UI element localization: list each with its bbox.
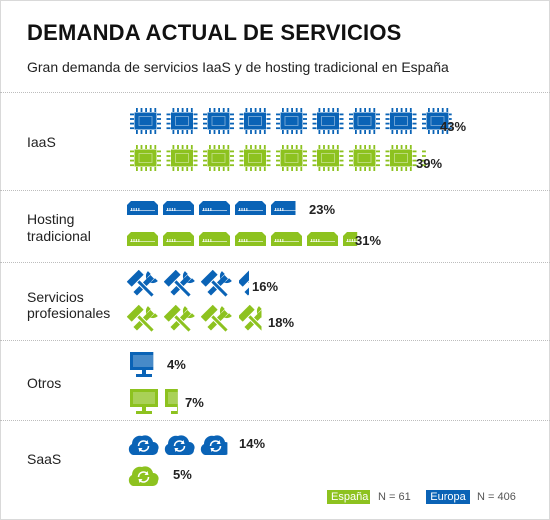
tools-icon: [125, 303, 158, 334]
icon-bar-servicios-profesionales-europa: [125, 268, 249, 299]
monitor-icon: [165, 389, 178, 414]
monitor-icon: [130, 389, 158, 414]
cpu-chip-icon: [203, 108, 234, 134]
legend-swatch-espana: España: [327, 490, 370, 504]
cloud-sync-icon: [200, 435, 228, 455]
category-label-iaas: IaaS: [27, 134, 56, 150]
category-label-saas: SaaS: [27, 451, 62, 467]
cpu-chip-icon: [385, 108, 417, 134]
legend-n-europa: N = 406: [477, 491, 516, 503]
cpu-chip-icon: [166, 108, 198, 134]
data-label-servicios-espana: 18%: [268, 315, 295, 330]
icon-bar-hosting-tradicional-europa: [127, 201, 296, 215]
category-label-servicios-line2: profesionales: [27, 305, 111, 321]
chart-subtitle: Gran demanda de servicios IaaS y de host…: [27, 59, 449, 75]
category-label-hosting-line2: tradicional: [27, 228, 91, 244]
server-icon: [163, 201, 194, 215]
data-label-otros-espana: 7%: [185, 395, 204, 410]
server-icon: [271, 201, 296, 215]
cloud-sync-icon: [128, 466, 159, 486]
server-icon: [163, 232, 194, 246]
divider-hosting: [0, 262, 550, 263]
icon-bar-iaas-europa: [130, 108, 452, 134]
server-icon: [199, 201, 230, 215]
category-label-hosting-line1: Hosting: [27, 211, 75, 227]
divider-iaas: [0, 190, 550, 191]
server-icon: [127, 201, 158, 215]
cpu-chip-icon: [130, 145, 161, 171]
cpu-chip-icon: [422, 150, 426, 167]
tools-icon: [125, 268, 158, 299]
cpu-chip-icon: [239, 108, 271, 134]
cpu-chip-icon: [349, 108, 380, 134]
server-icon: [199, 232, 230, 246]
tools-icon: [199, 303, 232, 334]
data-label-hosting-europa: 23%: [309, 202, 336, 217]
icon-bar-iaas-españa: [130, 145, 426, 171]
cpu-chip-icon: [312, 145, 344, 171]
icon-bar-servicios-profesionales-españa: [125, 303, 262, 334]
data-label-servicios-europa: 16%: [252, 279, 279, 294]
legend-swatch-europa: Europa: [426, 490, 470, 504]
server-icon: [343, 232, 358, 246]
cloud-sync-icon: [128, 435, 159, 455]
data-label-saas-espana: 5%: [173, 467, 192, 482]
data-label-otros-europa: 4%: [167, 357, 186, 372]
icon-bar-saas-europa: [128, 435, 228, 455]
chart-title: DEMANDA ACTUAL DE SERVICIOS: [27, 20, 402, 45]
server-icon: [235, 201, 266, 215]
server-icon: [271, 232, 302, 246]
data-label-hosting-espana: 31%: [355, 233, 382, 248]
cpu-chip-icon: [276, 145, 307, 171]
server-icon: [307, 232, 338, 246]
cpu-chip-icon: [349, 145, 380, 171]
tools-icon: [239, 269, 249, 299]
legend-n-espana: N = 61: [378, 491, 411, 503]
cpu-chip-icon: [166, 145, 198, 171]
cpu-chip-icon: [385, 145, 417, 171]
server-icon: [235, 232, 266, 246]
cpu-chip-icon: [203, 145, 234, 171]
icon-bar-otros-europa: [130, 352, 154, 377]
top-divider: [0, 92, 550, 93]
server-icon: [127, 232, 158, 246]
divider-servicios: [0, 340, 550, 341]
divider-otros: [0, 420, 550, 421]
data-label-iaas-espana: 39%: [416, 156, 443, 171]
icon-bar-saas-españa: [128, 466, 159, 486]
data-label-iaas-europa: 43%: [440, 119, 467, 134]
cpu-chip-icon: [276, 108, 307, 134]
cpu-chip-icon: [422, 108, 452, 134]
cpu-chip-icon: [239, 145, 271, 171]
data-label-saas-europa: 14%: [239, 436, 266, 451]
cloud-sync-icon: [164, 435, 195, 455]
tools-icon: [199, 268, 232, 299]
cpu-chip-icon: [130, 108, 161, 134]
tools-icon: [162, 268, 195, 299]
category-label-servicios-line1: Servicios: [27, 289, 84, 305]
icon-bar-otros-españa: [130, 389, 178, 414]
monitor-icon: [130, 352, 154, 377]
tools-icon: [239, 304, 262, 334]
icon-bar-hosting-tradicional-españa: [127, 232, 358, 246]
tools-icon: [162, 303, 195, 334]
category-label-otros: Otros: [27, 375, 62, 391]
cpu-chip-icon: [312, 108, 344, 134]
